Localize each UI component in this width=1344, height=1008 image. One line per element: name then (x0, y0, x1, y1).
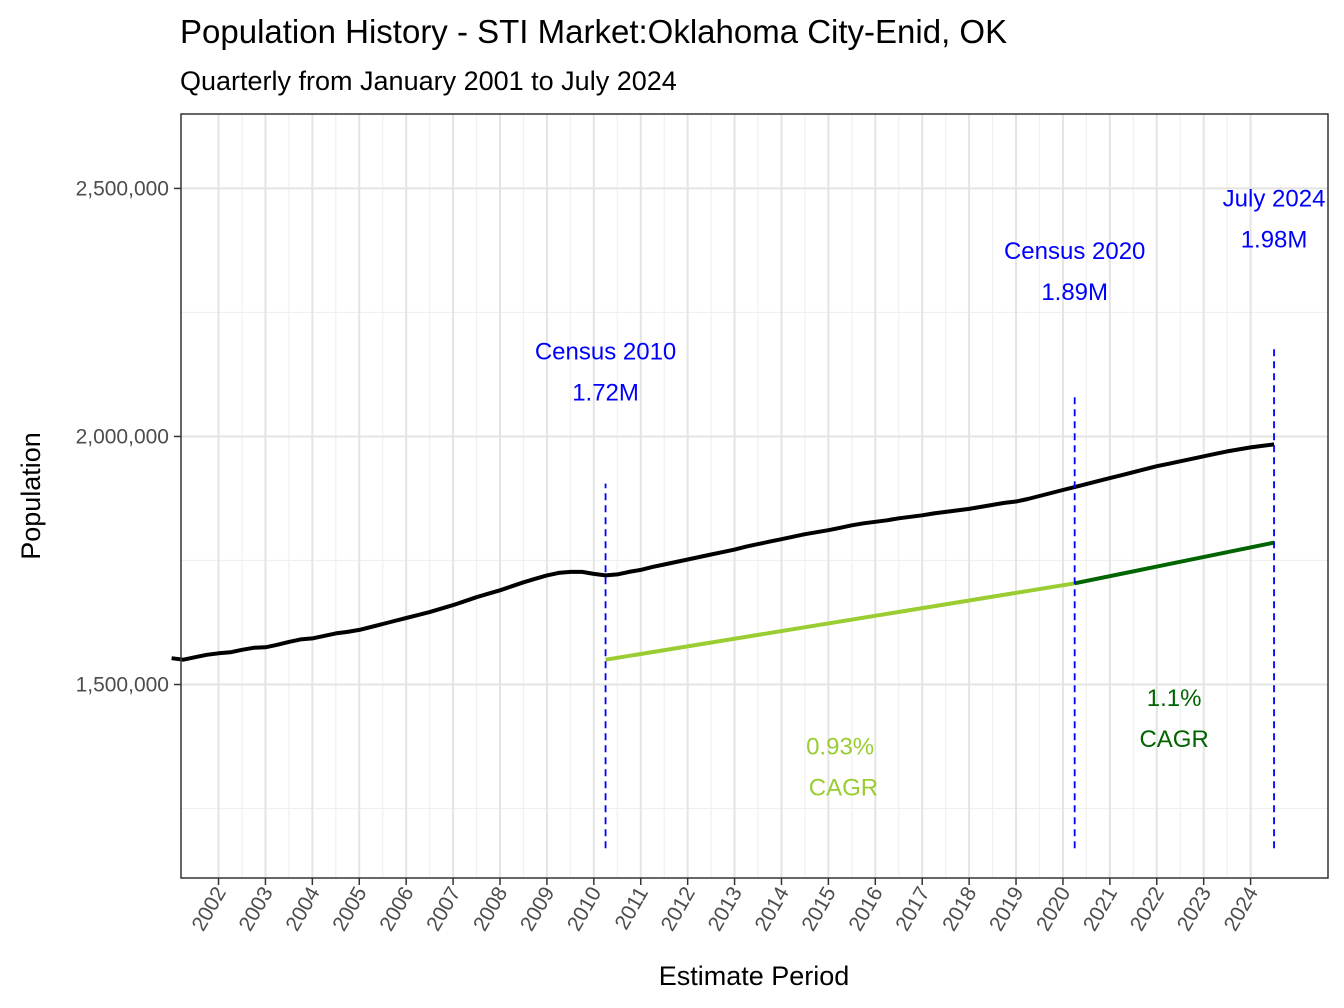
x-tick-label: 2019 (985, 883, 1028, 935)
chart-subtitle: Quarterly from January 2001 to July 2024 (180, 66, 677, 96)
x-tick-label: 2006 (375, 883, 418, 935)
annotation-label-3: July 2024 1.98M (1223, 185, 1326, 253)
y-axis-title: Population (16, 432, 46, 560)
data-layer (171, 344, 1275, 849)
x-axis-title: Estimate Period (659, 961, 850, 991)
annotation-line: 1.1% (1147, 685, 1202, 712)
x-tick-label: 2005 (328, 883, 371, 935)
x-tick-label: 2013 (704, 883, 747, 935)
annotation-label-2: Census 2020 1.89M (1004, 238, 1145, 306)
series-line-2 (605, 581, 1076, 662)
annotation-label-4: 0.93% CAGR (802, 733, 878, 801)
annotation-label-1: Census 2010 1.72M (535, 339, 676, 407)
y-tick-label: 2,000,000 (76, 425, 169, 448)
x-tick-label: 2017 (891, 883, 934, 935)
x-tick-label: 2003 (234, 883, 277, 935)
annotation-line: CAGR (1139, 726, 1208, 753)
series-line-1 (171, 442, 1275, 662)
annotation-layer: Census 2010 1.72M Census 2020 1.89M July 202… (535, 185, 1326, 801)
x-tick-label: 2007 (422, 883, 465, 935)
x-tick-label: 2014 (751, 883, 794, 935)
x-tick-label: 2004 (281, 883, 324, 935)
annotation-line: 1.89M (1041, 279, 1108, 306)
x-tick-label: 2012 (657, 883, 700, 935)
x-tick-label: 2024 (1220, 883, 1263, 935)
x-tick-label: 2010 (563, 883, 606, 935)
x-tick-label: 2011 (611, 883, 654, 934)
y-tick-label: 1,500,000 (76, 674, 169, 697)
x-tick-label: 2022 (1126, 883, 1169, 935)
annotation-line: CAGR (802, 774, 878, 801)
series-line-3 (1074, 540, 1275, 586)
x-tick-label: 2020 (1032, 883, 1075, 935)
annotation-line: 1.72M (572, 380, 639, 407)
annotation-line: 1.98M (1241, 226, 1308, 253)
chart-title: Population History - STI Market:Oklahoma… (180, 13, 1007, 50)
x-tick-label: 2023 (1173, 883, 1216, 935)
annotation-line: Census 2020 (1004, 238, 1145, 265)
grid-layer (181, 114, 1328, 878)
x-tick-label: 2016 (844, 883, 887, 935)
annotation-line: Census 2010 (535, 339, 676, 366)
x-tick-label: 2018 (938, 883, 981, 935)
x-tick-label: 2009 (516, 883, 559, 935)
plot-panel-border (180, 113, 1329, 879)
x-tick-label: 2021 (1079, 883, 1122, 935)
x-tick-label: 2015 (797, 883, 840, 935)
x-tick-label: 2008 (469, 883, 512, 935)
annotation-label-5: 1.1% CAGR (1139, 685, 1208, 753)
x-tick-label: 2002 (188, 883, 231, 935)
annotation-line: July 2024 (1223, 185, 1326, 212)
annotation-line: 0.93% (806, 733, 874, 760)
y-tick-label: 2,500,000 (76, 177, 169, 200)
